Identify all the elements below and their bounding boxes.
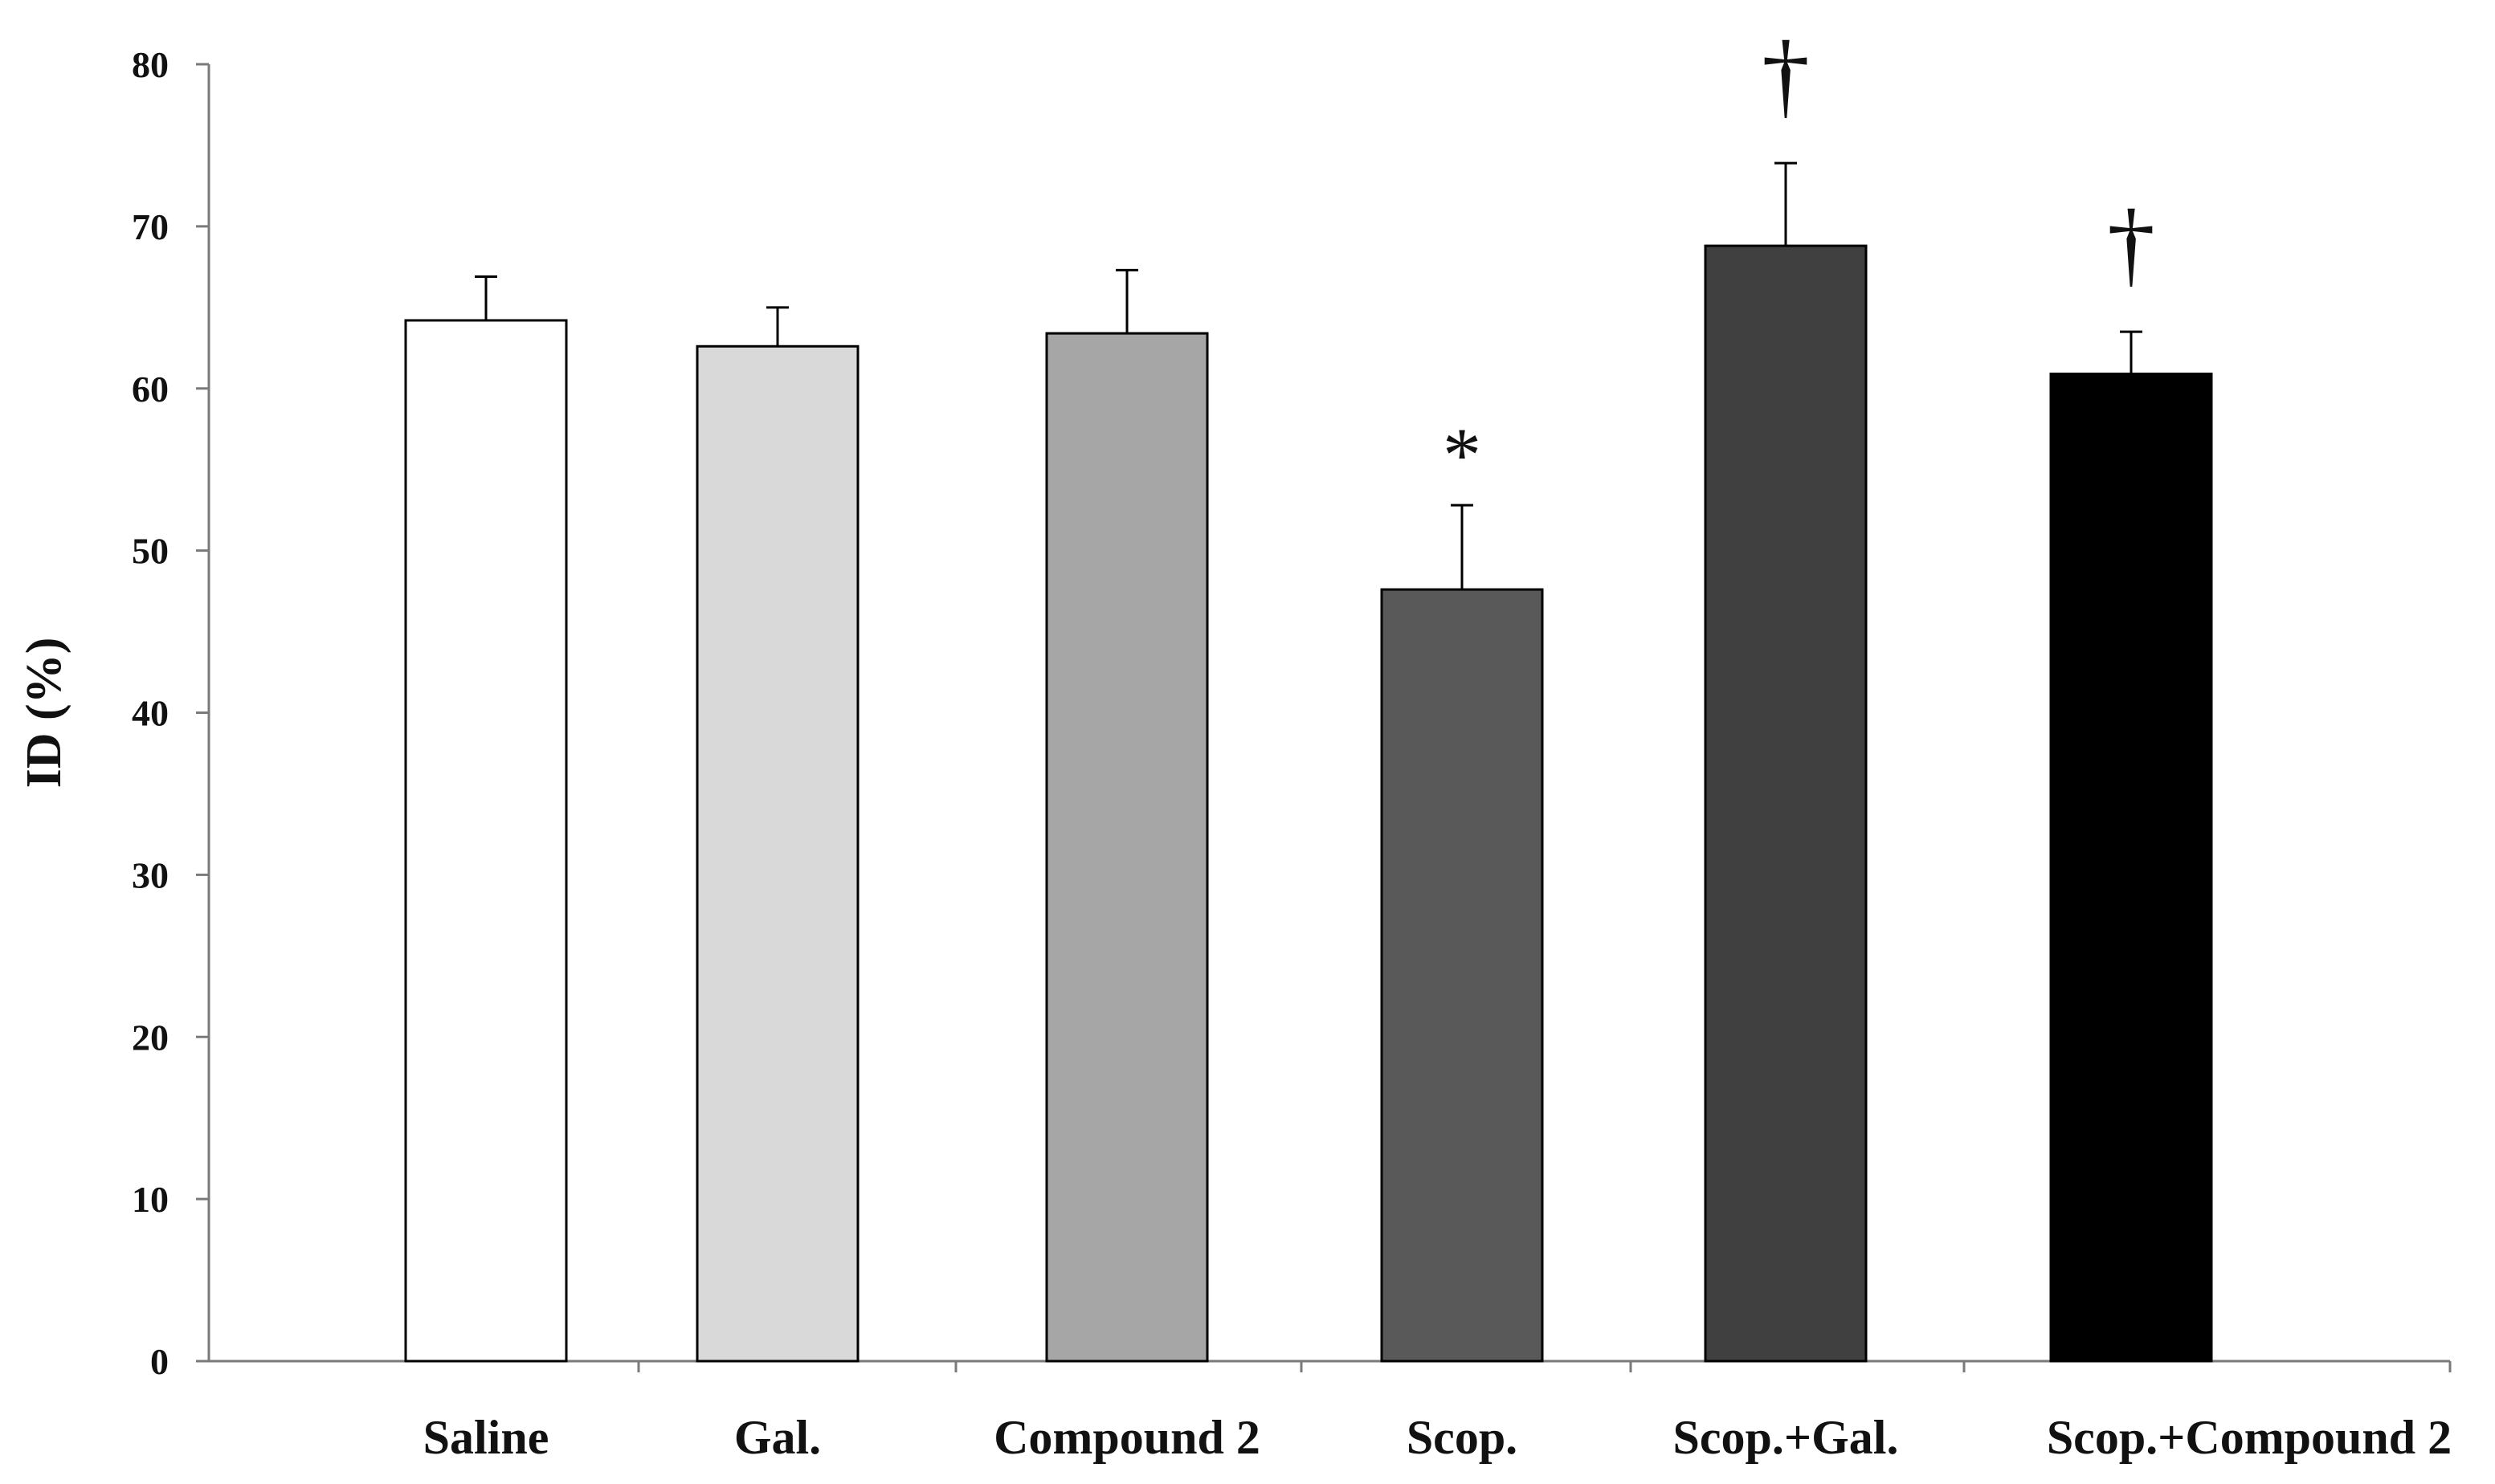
y-tick-label: 0 (150, 1341, 169, 1382)
x-category-label: Compound 2 (994, 1411, 1260, 1464)
x-category-label: Scop. (1407, 1411, 1517, 1464)
y-tick-label: 10 (132, 1179, 169, 1220)
x-category-label: Saline (423, 1411, 549, 1464)
category-labels: Saline Gal. Compound 2 Scop. Scop.+Gal. Scop.… (423, 1411, 2452, 1464)
significance-markers: * † † (1443, 21, 2155, 498)
bar (696, 344, 860, 1363)
y-tick-label: 50 (132, 531, 169, 572)
bar (1380, 588, 1544, 1363)
y-tick-label: 80 (132, 44, 169, 85)
bars (404, 244, 2213, 1363)
y-tick-label: 20 (132, 1017, 169, 1058)
y-tick-label: 60 (132, 369, 169, 410)
y-ticks: 0 10 20 30 40 50 60 70 80 (132, 44, 209, 1382)
y-tick-label: 70 (132, 206, 169, 247)
bar (1704, 244, 1868, 1363)
error-bars (475, 161, 2142, 590)
bar (2049, 373, 2213, 1363)
x-category-label: Gal. (734, 1411, 821, 1464)
bar (404, 319, 568, 1363)
y-axis-label: ID (%) (17, 638, 71, 789)
y-tick-label: 30 (132, 854, 169, 895)
x-category-label: Scop.+Compound 2 (2047, 1411, 2452, 1464)
x-ticks (637, 1361, 2452, 1372)
bar (1045, 332, 1209, 1363)
dagger-marker: † (2107, 190, 2155, 296)
y-tick-label: 40 (132, 693, 169, 734)
dagger-marker: † (1762, 21, 1810, 128)
asterisk-marker: * (1443, 412, 1481, 498)
x-category-label: Scop.+Gal. (1673, 1411, 1899, 1464)
